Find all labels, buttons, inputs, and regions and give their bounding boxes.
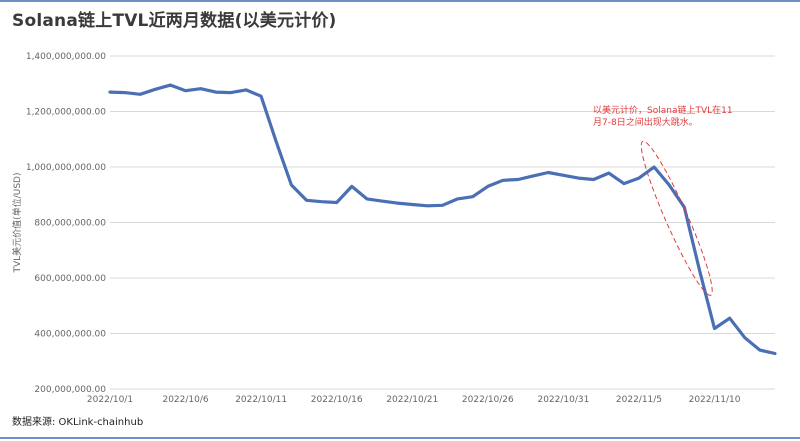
bottom-rule bbox=[0, 437, 800, 439]
x-tick-label: 2022/11/10 bbox=[689, 395, 741, 405]
annotation-text-line: 月7-8日之间出现大跳水。 bbox=[593, 116, 698, 128]
annotation-ellipse bbox=[640, 140, 713, 296]
x-tick-label: 2022/10/1 bbox=[87, 395, 133, 405]
chart-title: Solana链上TVL近两月数据(以美元计价) bbox=[12, 11, 337, 31]
annotation-text-line: 以美元计价，Solana链上TVL在11 bbox=[593, 104, 733, 116]
tvl-series-line bbox=[108, 83, 777, 356]
y-tick-label: 1,200,000,000.00 bbox=[26, 108, 106, 118]
grid-lines bbox=[110, 55, 775, 390]
series-layer bbox=[108, 83, 777, 356]
y-tick-label: 1,400,000,000.00 bbox=[26, 52, 106, 62]
x-tick-label: 2022/10/16 bbox=[311, 395, 363, 405]
y-axis-ticks: 200,000,000.00 400,000,000.00 600,000,000.… bbox=[26, 52, 106, 395]
y-tick-label: 600,000,000.00 bbox=[34, 274, 106, 284]
x-tick-label: 2022/10/21 bbox=[386, 395, 438, 405]
top-rule bbox=[0, 0, 800, 2]
y-tick-label: 800,000,000.00 bbox=[34, 219, 106, 229]
y-tick-label: 1,000,000,000.00 bbox=[26, 163, 106, 173]
x-axis-ticks: 2022/10/1 2022/10/6 2022/10/11 2022/10/16 20… bbox=[87, 395, 741, 405]
x-tick-label: 2022/10/6 bbox=[162, 395, 208, 405]
y-tick-label: 200,000,000.00 bbox=[34, 385, 106, 395]
x-tick-label: 2022/10/11 bbox=[235, 395, 287, 405]
y-tick-label: 400,000,000.00 bbox=[34, 330, 106, 340]
data-source: 数据来源: OKLink-chainhub bbox=[12, 417, 144, 428]
x-tick-label: 2022/11/5 bbox=[616, 395, 662, 405]
x-tick-label: 2022/10/31 bbox=[537, 395, 589, 405]
x-tick-label: 2022/10/26 bbox=[462, 395, 514, 405]
y-axis-label: TVL美元价值(单位/USD) bbox=[11, 173, 23, 274]
